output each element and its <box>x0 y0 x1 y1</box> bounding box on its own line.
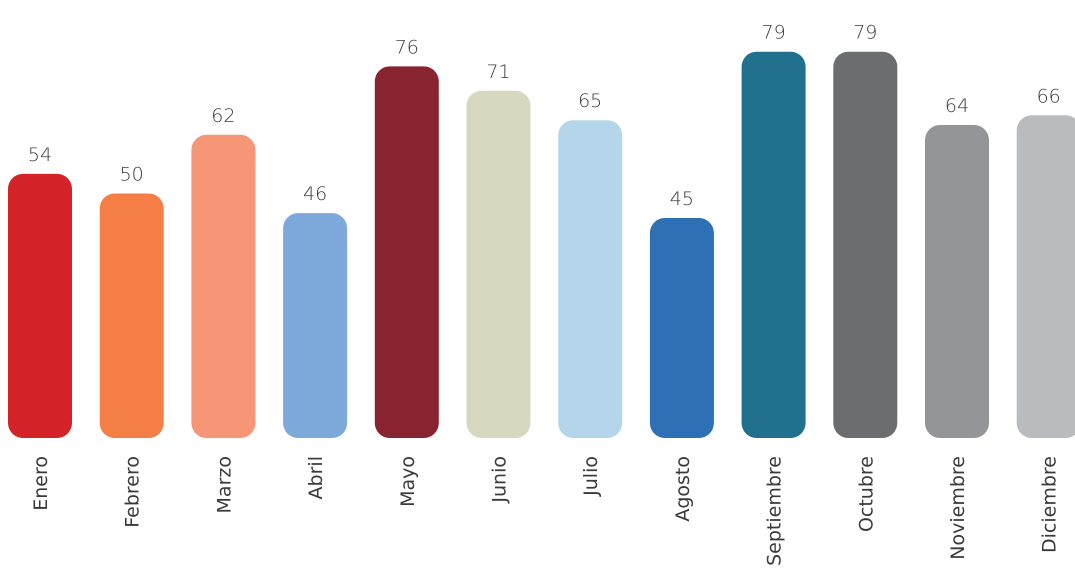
category-label-septiembre: Septiembre <box>764 456 786 566</box>
bar-noviembre <box>925 125 989 438</box>
bar-junio <box>466 90 531 439</box>
category-label-diciembre: Diciembre <box>1039 456 1061 553</box>
value-label-marzo: 62 <box>211 105 235 127</box>
bar-enero <box>8 173 72 438</box>
bar-septiembre <box>741 51 806 438</box>
value-label-abril: 46 <box>303 183 327 205</box>
bar-octubre <box>833 51 898 438</box>
bar-marzo <box>191 134 256 439</box>
value-label-enero: 54 <box>28 144 52 166</box>
bar-mayo <box>374 66 439 439</box>
category-label-octubre: Octubre <box>855 456 877 532</box>
category-label-noviembre: Noviembre <box>947 456 969 560</box>
bar-agosto <box>649 218 714 438</box>
value-label-agosto: 45 <box>670 188 694 210</box>
category-label-febrero: Febrero <box>122 456 144 528</box>
category-label-abril: Abril <box>305 456 327 499</box>
value-label-febrero: 50 <box>120 164 144 186</box>
bars-layer <box>8 51 1075 439</box>
category-label-marzo: Marzo <box>213 456 235 513</box>
category-labels-layer: Enero Febrero Marzo Abril Mayo Junio Julio Agos… <box>30 456 1061 566</box>
category-label-enero: Enero <box>30 456 52 511</box>
category-label-junio: Junio <box>489 456 511 504</box>
value-label-noviembre: 64 <box>945 95 969 117</box>
bar-julio <box>558 120 623 438</box>
bar-febrero <box>99 193 164 438</box>
value-label-octubre: 79 <box>853 22 877 44</box>
bar-abril <box>283 213 348 438</box>
value-label-diciembre: 66 <box>1037 85 1061 107</box>
bar-diciembre <box>1016 115 1075 438</box>
value-label-mayo: 76 <box>395 36 419 58</box>
value-label-junio: 71 <box>486 61 510 83</box>
value-label-julio: 65 <box>578 90 602 112</box>
category-label-julio: Julio <box>580 456 602 497</box>
value-labels-layer: 54 50 62 46 76 71 65 45 79 79 64 66 <box>28 22 1061 210</box>
category-label-mayo: Mayo <box>397 456 419 507</box>
category-label-agosto: Agosto <box>672 456 694 522</box>
value-label-septiembre: 79 <box>762 22 786 44</box>
